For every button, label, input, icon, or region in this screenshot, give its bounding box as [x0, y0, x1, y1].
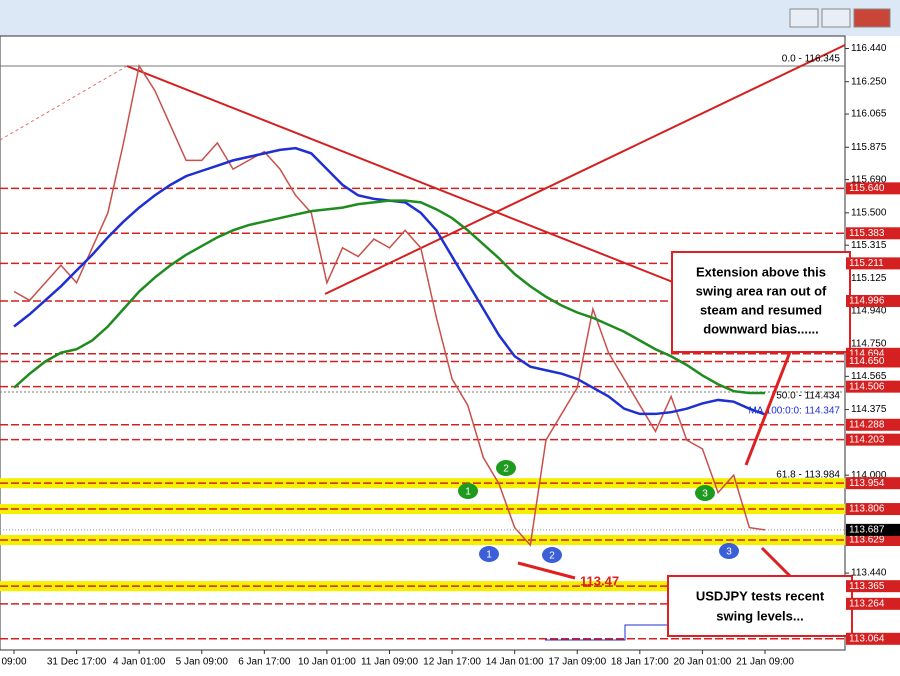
level-tag — [846, 294, 900, 307]
callout-box — [667, 575, 853, 637]
x-tick-label: 14 Jan 01:00 — [486, 657, 544, 668]
x-tick-label: 09:00 — [1, 657, 26, 668]
level-label: 113.806 — [849, 504, 885, 515]
series-line — [13, 63, 766, 547]
level-label: 115.640 — [849, 183, 885, 194]
y-tick-label: 114.565 — [851, 371, 887, 382]
ma-label: MA 100:0:0: 114.347 — [748, 406, 840, 417]
x-tick-label: 5 Jan 09:00 — [176, 657, 229, 668]
series-line — [13, 199, 765, 395]
x-tick-label: 18 Jan 17:00 — [611, 657, 669, 668]
fib-label: 61.8 - 113.984 — [776, 470, 840, 481]
swing-markers: 1 2 3 1 2 3 — [458, 460, 739, 563]
y-tick-label: 116.065 — [851, 109, 887, 120]
level-tag — [846, 355, 900, 368]
low-label: 113.47 — [580, 573, 619, 588]
callout-text: swing area ran out of — [696, 283, 827, 298]
swing-label: 3 — [702, 489, 708, 500]
level-label: 113.629 — [849, 535, 885, 546]
grid — [13, 47, 849, 654]
x-tick-label: 6 Jan 17:00 — [238, 657, 291, 668]
current-price-tag — [846, 523, 900, 536]
level-tag — [846, 580, 900, 593]
y-tick-label: 114.000 — [851, 470, 887, 481]
minimize-button[interactable] — [789, 8, 819, 28]
swing-label: 1 — [486, 550, 492, 561]
x-tick-label: 10 Jan 01:00 — [298, 657, 356, 668]
callout-text: steam and resumed — [700, 302, 822, 317]
y-tick-label: 115.125 — [851, 273, 887, 284]
y-tick-label: 114.750 — [851, 339, 887, 350]
level-tag — [846, 597, 900, 610]
current-price-label: 113.687 — [849, 525, 885, 536]
level-tag — [846, 503, 900, 516]
callout-text: swing levels... — [716, 608, 803, 623]
level-label: 113.064 — [849, 633, 885, 644]
fib-label: 50.0 - 114.434 — [776, 391, 840, 402]
y-tick-label: 115.315 — [851, 240, 887, 251]
level-label: 113.365 — [849, 581, 885, 592]
x-tick-label: 20 Jan 01:00 — [674, 657, 732, 668]
swing-label: 3 — [726, 547, 732, 558]
swing-label: 2 — [549, 551, 555, 562]
trend-line — [324, 44, 846, 295]
x-tick-label: 4 Jan 01:00 — [113, 657, 166, 668]
y-tick-label: 116.250 — [851, 76, 887, 87]
level-label: 113.954 — [849, 478, 885, 489]
fib-label: 0.0 - 116.345 — [782, 54, 841, 65]
x-tick-label: 11 Jan 09:00 — [361, 657, 419, 668]
level-tag — [846, 534, 900, 547]
x-tick-label: 21 Jan 09:00 — [736, 657, 794, 668]
x-tick-label: 17 Jan 09:00 — [548, 657, 606, 668]
level-tag — [846, 257, 900, 270]
y-tick-label: 114.375 — [851, 404, 887, 415]
trend-line — [0, 65, 128, 141]
arrow — [760, 546, 792, 578]
series — [13, 63, 766, 547]
y-tick-label: 114.940 — [851, 305, 887, 316]
arrow — [517, 561, 576, 580]
level-label: 113.264 — [849, 598, 885, 609]
arrow — [744, 351, 792, 466]
x-tick-label: 12 Jan 17:00 — [423, 657, 481, 668]
callout-text: USDJPY tests recent — [696, 588, 825, 603]
x-tick-label: 31 Dec 17:00 — [47, 657, 107, 668]
level-label: 114.996 — [849, 296, 885, 307]
level-tag — [846, 433, 900, 446]
y-tick-label: 115.500 — [851, 207, 887, 218]
level-tag — [846, 632, 900, 645]
level-tag — [846, 477, 900, 490]
title-bar — [0, 0, 900, 36]
level-tag — [846, 380, 900, 393]
swing-label: 2 — [503, 464, 509, 475]
close-button[interactable] — [853, 8, 891, 28]
y-tick-label: 116.440 — [851, 43, 887, 54]
swing-label: 1 — [465, 487, 471, 498]
maximize-button[interactable] — [821, 8, 851, 28]
level-label: 114.506 — [849, 381, 885, 392]
level-label: 114.650 — [849, 356, 885, 367]
level-label: 114.694 — [849, 348, 885, 359]
level-tag — [846, 182, 900, 195]
y-tick-label: 113.440 — [851, 568, 887, 579]
y-tick-label: 115.875 — [851, 142, 887, 153]
level-label: 115.383 — [849, 228, 885, 239]
level-tag — [846, 418, 900, 431]
level-label: 114.203 — [849, 434, 885, 445]
callout-text: Extension above this — [696, 264, 826, 279]
level-label: 115.211 — [849, 258, 884, 269]
callout-text: downward bias...... — [703, 321, 819, 336]
callout-box — [671, 251, 851, 353]
level-label: 114.288 — [849, 419, 885, 430]
level-tag — [846, 227, 900, 240]
levels — [0, 187, 845, 640]
y-tick-label: 115.690 — [851, 174, 887, 185]
trend-line — [126, 65, 699, 293]
